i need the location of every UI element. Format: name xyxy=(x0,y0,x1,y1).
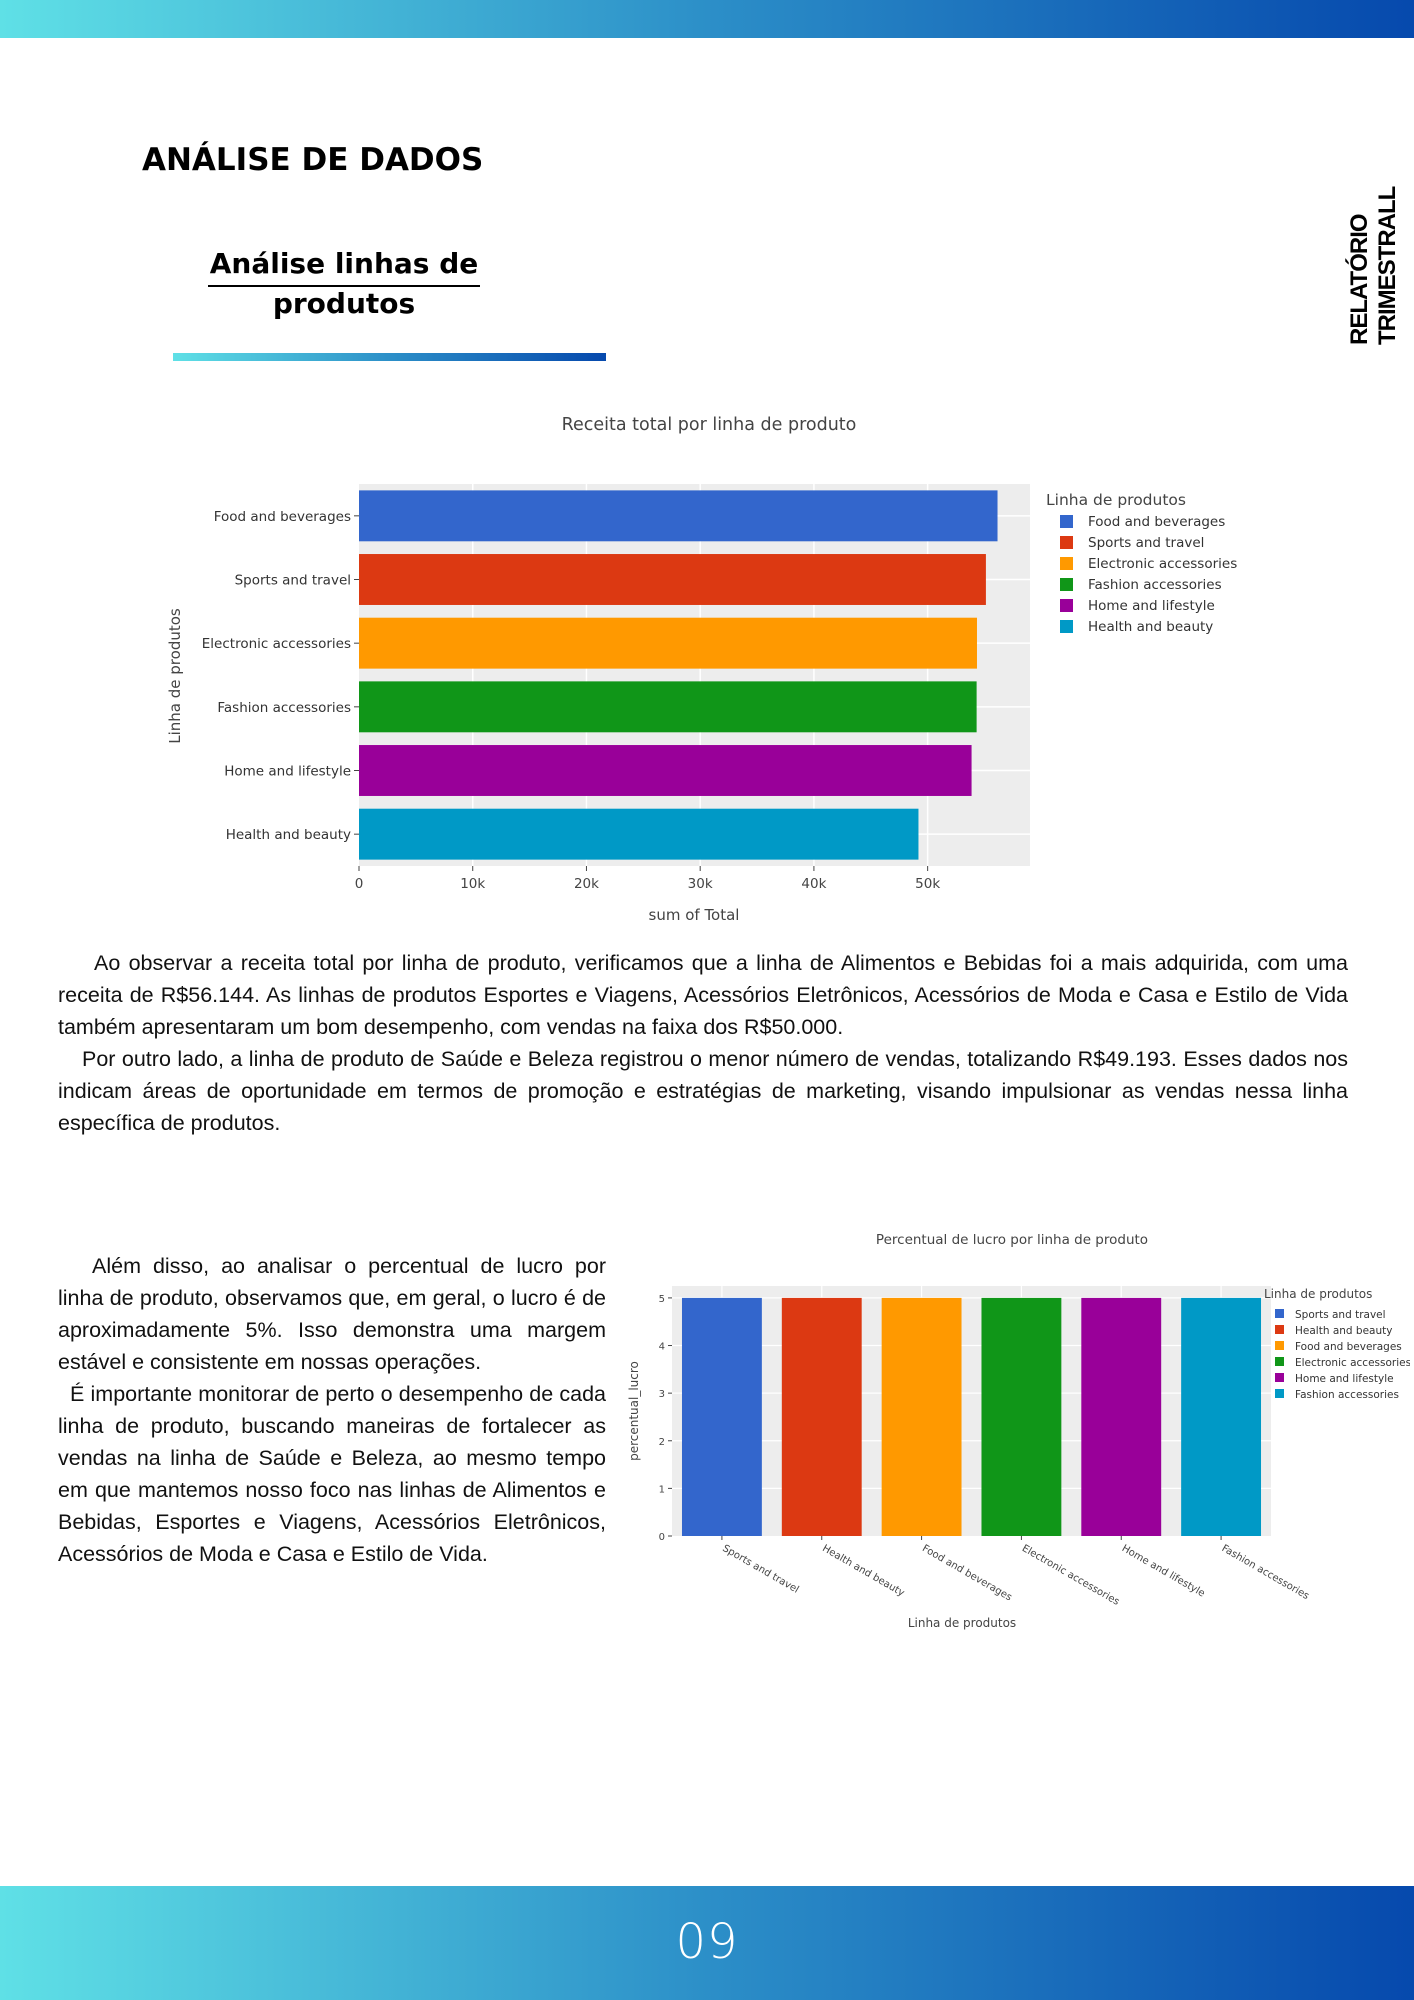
chart1-legend-swatch xyxy=(1060,557,1073,570)
chart2-legend-label: Fashion accessories xyxy=(1295,1389,1399,1401)
chart1-x-axis-label: sum of Total xyxy=(649,906,740,924)
chart2-x-tick-label: Food and beverages xyxy=(920,1543,1014,1603)
chart2-bar xyxy=(1181,1297,1262,1536)
chart1-legend-label: Electronic accessories xyxy=(1088,556,1237,572)
chart2-plot-area xyxy=(672,1286,1271,1536)
chart2-x-tick-label: Sports and travel xyxy=(720,1543,800,1596)
chart2-bar xyxy=(981,1297,1062,1536)
chart1-x-tick-label: 30k xyxy=(688,876,713,892)
chart1-legend-label: Food and beverages xyxy=(1088,514,1225,530)
chart1-legend-title: Linha de produtos xyxy=(1046,491,1186,509)
chart2-y-tick-label: 0 xyxy=(659,1532,665,1543)
chart1-bar xyxy=(359,681,977,733)
chart2-legend-label: Sports and travel xyxy=(1295,1309,1386,1321)
chart2-legend-label: Home and lifestyle xyxy=(1295,1373,1394,1385)
chart2-title: Percentual de lucro por linha de produto xyxy=(876,1232,1148,1248)
chart1-y-tick-label: Food and beverages xyxy=(214,509,351,525)
profit-bar-chart: Percentual de lucro por linha de produto… xyxy=(627,1232,1410,1630)
paragraph-revenue-analysis: Ao observar a receita total por linha de… xyxy=(58,947,1348,1139)
chart1-x-tick-label: 10k xyxy=(460,876,485,892)
chart1-legend-swatch xyxy=(1060,536,1073,549)
chart1-y-axis-label: Linha de produtos xyxy=(166,608,184,744)
paragraph-line: Ao observar a receita total por linha de… xyxy=(58,951,1348,1039)
gradient-divider xyxy=(173,353,606,361)
chart2-bar xyxy=(681,1297,762,1536)
chart1-x-tick-label: 20k xyxy=(574,876,599,892)
chart1-x-tick-label: 40k xyxy=(801,876,826,892)
chart2-bar xyxy=(1081,1297,1162,1536)
chart1-legend-swatch xyxy=(1060,515,1073,528)
paragraph-line: Além disso, ao analisar o percentual de … xyxy=(58,1254,606,1374)
chart2-x-tick-label: Electronic accessories xyxy=(1020,1543,1121,1608)
chart1-legend-label: Fashion accessories xyxy=(1088,577,1222,593)
chart1-bar xyxy=(359,745,972,796)
paragraph-line: É importante monitorar de perto o desemp… xyxy=(58,1382,606,1566)
chart2-y-tick-label: 4 xyxy=(659,1342,665,1353)
subsection-title: Análise linhas de produtos xyxy=(209,247,479,320)
chart2-x-axis-label: Linha de produtos xyxy=(908,1616,1016,1630)
chart1-bar xyxy=(359,808,919,860)
chart1-plot-area xyxy=(359,484,1030,866)
chart2-legend-label: Food and beverages xyxy=(1295,1341,1402,1353)
chart2-x-tick-label: Home and lifestyle xyxy=(1120,1543,1207,1599)
chart2-legend-swatch xyxy=(1275,1341,1284,1350)
chart2-legend-swatch xyxy=(1275,1357,1284,1366)
report-side-label: RELATÓRIO TRIMESTRALL xyxy=(1346,186,1401,345)
chart2-y-tick-label: 3 xyxy=(659,1389,665,1400)
chart2-legend-label: Electronic accessories xyxy=(1295,1357,1410,1369)
chart2-y-tick-label: 1 xyxy=(659,1484,665,1495)
chart1-bar xyxy=(359,490,998,542)
chart1-legend-swatch xyxy=(1060,578,1073,591)
chart1-y-tick-label: Fashion accessories xyxy=(217,700,351,716)
chart1-legend-swatch xyxy=(1060,599,1073,612)
chart1-legend-label: Sports and travel xyxy=(1088,535,1204,551)
chart1-y-tick-label: Electronic accessories xyxy=(202,636,351,652)
chart2-legend-label: Health and beauty xyxy=(1295,1325,1392,1337)
chart2-y-axis-label: percentual_lucro xyxy=(627,1361,641,1461)
chart2-legend-swatch xyxy=(1275,1325,1284,1334)
bottom-gradient-bar: 09 xyxy=(0,1886,1414,2000)
chart2-x-tick-label: Health and beauty xyxy=(820,1543,906,1599)
top-gradient-bar xyxy=(0,0,1414,38)
paragraph-line: Por outro lado, a linha de produto de Sa… xyxy=(58,1047,1348,1135)
chart1-legend-label: Home and lifestyle xyxy=(1088,598,1215,614)
chart2-y-tick-label: 5 xyxy=(659,1294,665,1305)
chart2-y-tick-label: 2 xyxy=(659,1437,665,1448)
chart2-legend-swatch xyxy=(1275,1373,1284,1382)
chart1-legend-label: Health and beauty xyxy=(1088,619,1213,635)
chart1-y-tick-label: Health and beauty xyxy=(226,827,351,843)
chart2-legend-swatch xyxy=(1275,1389,1284,1398)
chart1-bar xyxy=(359,554,986,605)
chart1-title: Receita total por linha de produto xyxy=(562,415,857,435)
revenue-bar-chart: Receita total por linha de produto Food … xyxy=(166,415,1237,924)
chart1-y-tick-label: Home and lifestyle xyxy=(224,764,351,780)
subtitle-underline xyxy=(208,285,480,287)
chart2-x-tick-label: Fashion accessories xyxy=(1220,1543,1311,1602)
chart1-x-tick-label: 50k xyxy=(915,876,940,892)
section-title: ANÁLISE DE DADOS xyxy=(142,142,484,178)
paragraph-profit-analysis: Além disso, ao analisar o percentual de … xyxy=(58,1250,606,1570)
page-number: 09 xyxy=(675,1914,739,1970)
chart2-legend-title: Linha de produtos xyxy=(1264,1287,1372,1301)
chart1-y-tick-label: Sports and travel xyxy=(235,573,351,589)
chart1-bar xyxy=(359,617,977,669)
chart2-bar xyxy=(781,1297,862,1536)
chart2-bar xyxy=(881,1297,962,1536)
chart1-x-tick-label: 0 xyxy=(355,876,364,892)
chart2-legend-swatch xyxy=(1275,1309,1284,1318)
chart1-legend-swatch xyxy=(1060,620,1073,633)
